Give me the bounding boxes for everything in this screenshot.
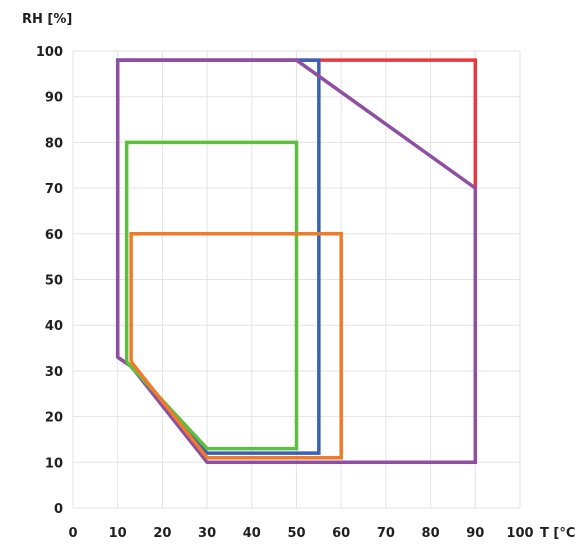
x-tick-label: 50 [287, 526, 305, 541]
x-tick-label: 40 [243, 526, 261, 541]
y-tick-label: 70 [45, 182, 63, 197]
x-tick-label: 100 [506, 526, 533, 541]
x-tick-label: 30 [198, 526, 216, 541]
x-tick-label: 10 [109, 526, 127, 541]
y-tick-label: 10 [45, 456, 63, 471]
y-tick-label: 50 [45, 274, 63, 289]
x-tick-label: 0 [68, 526, 77, 541]
y-tick-label: 30 [45, 365, 63, 380]
series-line-3 [115, 58, 478, 465]
x-tick-label: 70 [377, 526, 395, 541]
y-tick-label: 40 [45, 319, 63, 334]
x-tick-label: 20 [153, 526, 171, 541]
series-line-5 [129, 232, 343, 460]
y-tick-label: 90 [45, 91, 63, 106]
y-tick-label: 80 [45, 136, 63, 151]
x-tick-label: 80 [422, 526, 440, 541]
x-tick-label: 60 [332, 526, 350, 541]
x-axis-label: T [°C [540, 526, 575, 541]
tick-labels: 0 10 20 30 40 50 60 70 80 90 100 0 10 20 30 40 50 60 70 80 9… [36, 45, 534, 541]
y-tick-label: 0 [54, 502, 63, 517]
series-line-4 [124, 140, 299, 451]
y-tick-label: 20 [45, 411, 63, 426]
x-tick-label: 90 [466, 526, 484, 541]
series-group [115, 58, 478, 465]
y-tick-label: 60 [45, 228, 63, 243]
y-axis-label: RH [%] [22, 12, 72, 27]
y-tick-label: 100 [36, 45, 63, 60]
